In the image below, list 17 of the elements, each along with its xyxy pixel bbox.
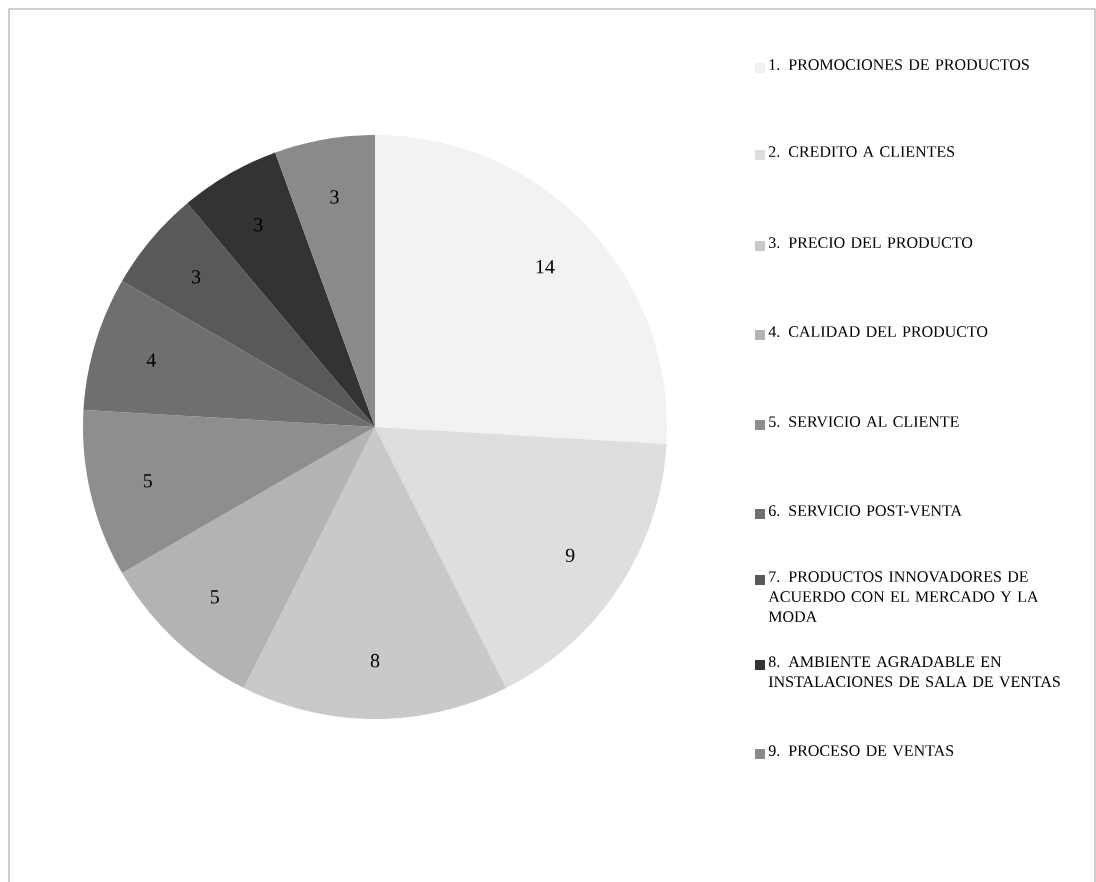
data-label: 5 — [210, 590, 219, 604]
legend-label: 4. CALIDAD DEL PRODUCTO — [768, 326, 988, 338]
data-label: 4 — [146, 353, 156, 367]
legend-label: 1. PROMOCIONES DE PRODUCTOS — [769, 59, 1029, 71]
data-label: 5 — [143, 474, 152, 488]
data-label: 3 — [330, 190, 339, 204]
legend-label: 3. PRECIO DEL PRODUCTO — [769, 237, 973, 249]
data-label: 3 — [192, 270, 201, 284]
data-label: 8 — [370, 653, 380, 668]
legend-label: 8. AMBIENTE AGRADABLE EN INSTALACIONES DE SALA DE VENTAS — [768, 656, 1060, 688]
legend-label: 7. PRODUCTOS INNOVADORES DE ACUERDO CON EL MERCADO Y LA MODA — [768, 571, 1039, 623]
legend-label: 6. SERVICIO POST-VENTA — [768, 505, 962, 517]
legend-label: 9. PROCESO DE VENTAS — [768, 745, 954, 757]
data-label: 9 — [565, 548, 575, 563]
data-label: 14 — [536, 260, 555, 274]
legend-label: 5. SERVICIO AL CLIENTE — [769, 416, 959, 428]
legend-label: 2. CREDITO A CLIENTES — [768, 146, 955, 158]
